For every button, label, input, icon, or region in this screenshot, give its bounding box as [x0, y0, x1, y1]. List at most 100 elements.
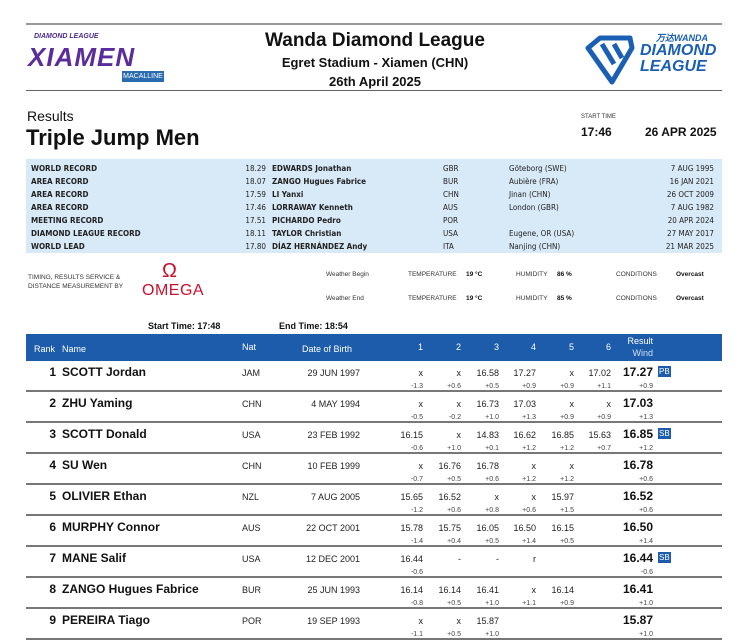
end-time-row: End Time: 18:54: [279, 321, 348, 331]
rank: 1: [49, 365, 56, 379]
result-wind: +1.2: [639, 445, 653, 452]
record-type: AREA RECORD: [31, 190, 89, 199]
attempt-3: -: [496, 554, 499, 564]
xiamen-logo: XIAMEN: [28, 42, 136, 72]
date-of-birth: 29 JUN 1997: [307, 368, 360, 378]
record-mark: 18.07: [245, 177, 266, 186]
record-row: AREA RECORD 18.07 ZANGO Hugues Fabrice BUR A…: [26, 175, 722, 188]
attempt-wind-1: -0.6: [410, 445, 423, 452]
result-wind: +0.6: [639, 507, 653, 514]
logo-line2: LEAGUE: [640, 58, 707, 75]
attempt-3: 16.41: [476, 585, 499, 595]
result-wind: +1.0: [639, 631, 653, 638]
attempt-2: 16.14: [438, 585, 461, 595]
temperature-value: 19 °C: [466, 295, 483, 302]
date-of-birth: 12 DEC 2001: [305, 554, 360, 564]
temperature-label: TEMPERATURE: [408, 271, 457, 278]
col-4: 4: [530, 342, 536, 352]
attempt-wind-6: +0.9: [597, 414, 611, 421]
attempt-wind-6: +1.1: [597, 383, 611, 390]
wanda-label: 万达WANDA: [656, 33, 708, 43]
result-wind: +1.4: [639, 538, 653, 545]
record-nat: AUS: [443, 203, 458, 212]
meet-title: Wanda Diamond League: [265, 30, 485, 51]
result-mark: 16.52: [622, 489, 653, 503]
record-date: 7 AUG 1995: [670, 164, 714, 173]
record-nat: BUR: [443, 177, 459, 186]
record-date: 26 OCT 2009: [666, 190, 714, 199]
record-venue: Göteborg (SWE): [509, 164, 567, 173]
athlete-name: OLIVIER Ethan: [62, 489, 147, 503]
attempt-wind-4: +1.1: [522, 600, 536, 607]
attempt-3: 16.78: [476, 461, 499, 471]
nationality: POR: [242, 616, 262, 626]
attempt-2: x: [456, 368, 462, 378]
attempt-3: 16.58: [476, 368, 499, 378]
attempt-6: 15.63: [588, 430, 611, 440]
col-result: Result: [627, 336, 653, 346]
record-athlete: TAYLOR Christian: [272, 229, 342, 238]
attempt-2: x: [456, 430, 462, 440]
athlete-name: PEREIRA Tiago: [62, 613, 151, 627]
record-mark: 18.29: [245, 164, 266, 173]
attempt-wind-2: +0.4: [447, 538, 461, 545]
attempt-wind-5: +0.9: [560, 383, 574, 390]
humidity-value: 85 %: [557, 295, 572, 302]
attempt-3: 16.73: [476, 399, 499, 409]
conditions-label: CONDITIONS: [616, 271, 657, 278]
athlete-name: SCOTT Donald: [62, 427, 147, 441]
start-time-row: Start Time: 17:48: [148, 321, 220, 331]
conditions-label: CONDITIONS: [616, 295, 657, 302]
start-value: 17:48: [197, 321, 221, 331]
diamond-league-wordmark: 万达WANDA DIAMOND LEAGUE: [640, 34, 716, 75]
top-rule: [26, 23, 722, 25]
records-table: WORLD RECORD 18.29 EDWARDS Jonathan GBR Göte…: [26, 159, 722, 253]
athlete-name: ZHU Yaming: [62, 396, 133, 410]
attempt-wind-3: +0.1: [485, 445, 499, 452]
attempt-wind-5: +0.9: [560, 600, 574, 607]
record-date: 27 MAY 2017: [667, 229, 714, 238]
record-date: 21 MAR 2025: [665, 242, 714, 251]
result-row: 7 MANE Salif USA 12 DEC 2001 16.44 -0.6 - - r 16.…: [26, 547, 722, 578]
record-athlete: LORRAWAY Kenneth: [272, 203, 353, 212]
attempt-4: 17.03: [513, 399, 536, 409]
attempt-wind-2: +1.0: [447, 445, 461, 452]
attempt-2: x: [456, 616, 462, 626]
attempt-1: x: [418, 399, 424, 409]
attempt-wind-3: +0.5: [485, 383, 499, 390]
date-of-birth: 23 FEB 1992: [307, 430, 360, 440]
rank: 5: [49, 489, 56, 503]
attempt-wind-1: -0.5: [410, 414, 423, 421]
result-wind: +1.0: [639, 600, 653, 607]
record-mark: 17.51: [245, 216, 266, 225]
header-rule: [26, 90, 722, 91]
end-label: End Time:: [279, 321, 323, 331]
event-title: Triple Jump Men: [26, 125, 200, 150]
sponsor-logo: MACALLINE: [122, 71, 164, 82]
attempt-wind-5: +1.5: [560, 507, 574, 514]
record-athlete: ZANGO Hugues Fabrice: [272, 177, 367, 186]
attempt-wind-2: +0.5: [447, 476, 461, 483]
record-row: WORLD RECORD 18.29 EDWARDS Jonathan GBR Göte…: [26, 162, 722, 175]
attempt-4: 17.27: [513, 368, 536, 378]
record-row: AREA RECORD 17.59 LI Yanxi CHN Jinan (CHN) 26…: [26, 188, 722, 201]
attempt-wind-4: +0.6: [522, 507, 536, 514]
attempt-wind-2: +0.6: [447, 383, 461, 390]
rank: 2: [49, 396, 56, 410]
record-nat: CHN: [443, 190, 459, 199]
attempt-2: -: [458, 554, 461, 564]
attempt-4: r: [533, 554, 536, 564]
attempt-wind-2: +0.6: [447, 507, 461, 514]
humidity-label: HUMIDITY: [516, 295, 548, 302]
rank: 9: [49, 613, 56, 627]
athlete-name: MANE Salif: [62, 551, 127, 565]
athlete-name: SCOTT Jordan: [62, 365, 147, 379]
attempt-wind-3: +0.8: [485, 507, 499, 514]
record-type: AREA RECORD: [31, 177, 89, 186]
attempt-5: x: [569, 368, 575, 378]
col-nat: Nat: [242, 342, 257, 352]
attempt-3: x: [494, 492, 500, 502]
attempt-3: 15.87: [476, 616, 499, 626]
record-venue: Nanjing (CHN): [509, 242, 561, 251]
pb-badge: PB: [658, 366, 671, 377]
